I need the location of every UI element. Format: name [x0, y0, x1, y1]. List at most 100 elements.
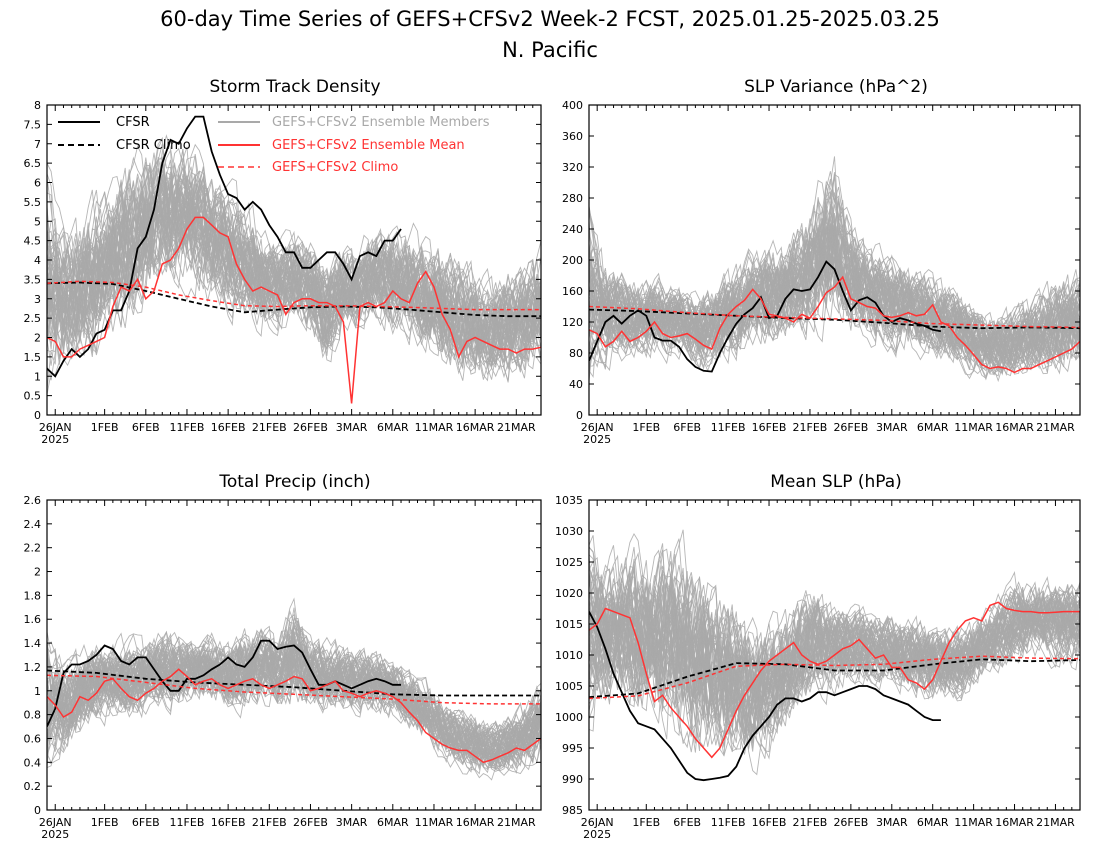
member-line	[589, 209, 1080, 374]
series-gefs-cfsv2-climo-line	[47, 280, 541, 311]
x-tick-label: 21MAR	[1036, 816, 1075, 829]
plot-body-slp-variance	[589, 156, 1080, 383]
legend-label-ens-mean: GEFS+CFSv2 Ensemble Mean	[272, 138, 465, 153]
x-tick-label: 1FEB	[632, 421, 660, 434]
y-tick-label: 6.5	[24, 157, 42, 170]
y-tick-label: 5	[34, 215, 41, 228]
plot-area-mean-slp: 985 990 995 1000 1005 1010 1015 1020 1025 1030 103…	[555, 494, 1081, 841]
legend: CFSR CFSR Climo GEFS+CFSv2 Ensemble Memb…	[58, 115, 490, 175]
series-gefs-cfsv2-climo-line	[589, 655, 1080, 700]
y-axis: 0 40 80 120 160 200 240 280 320 360 400	[562, 99, 1080, 422]
series-cfsr-line	[589, 611, 941, 782]
x-tick-label: 21FEB	[252, 421, 287, 434]
y-tick-label: 0	[34, 409, 41, 422]
member-line	[47, 143, 541, 395]
y-tick-label: 5.5	[24, 196, 42, 209]
y-tick-label: 1000	[555, 711, 583, 724]
x-tick-label: 6MAR	[377, 421, 409, 434]
y-tick-label: 0	[576, 409, 583, 422]
x-tick-label: 11MAR	[954, 421, 993, 434]
member-line	[47, 171, 541, 382]
x-tick-label: 3MAR	[336, 421, 368, 434]
x-tick-label: 26FEB	[293, 421, 328, 434]
panel-title-mean-slp: Mean SLP (hPa)	[770, 472, 902, 492]
y-tick-label: 4.5	[24, 235, 42, 248]
member-line	[47, 617, 541, 767]
x-tick-label: 26FEB	[293, 816, 328, 829]
member-line	[47, 633, 541, 769]
member-line	[589, 572, 1080, 719]
member-line	[589, 171, 1080, 355]
series-cfsr	[589, 611, 941, 782]
x-tick-label: 21FEB	[793, 816, 828, 829]
panel-title-storm-track: Storm Track Density	[209, 77, 380, 97]
member-line	[47, 643, 541, 762]
x-tick-label: 6FEB	[132, 816, 160, 829]
x-tick-label: 6MAR	[917, 816, 949, 829]
y-tick-label: 1020	[555, 587, 583, 600]
x-axis: 26JAN 1FEB 6FEB 11FEB 16FEB 21FEB 26FEB 3MAR 6MA…	[39, 105, 542, 446]
series-gefs-cfsv2-climo	[47, 280, 541, 311]
x-tick-label: 1FEB	[91, 421, 119, 434]
x-year-label: 2025	[41, 828, 69, 841]
member-line	[47, 640, 541, 771]
y-tick-label: 7.5	[24, 118, 42, 131]
x-axis: 26JAN 1FEB 6FEB 11FEB 16FEB 21FEB 26FEB 3MAR 6MA…	[39, 500, 542, 841]
y-tick-label: 3	[34, 293, 41, 306]
x-tick-label: 11FEB	[170, 816, 205, 829]
member-line	[47, 613, 541, 762]
series-gefs-cfsv2-climo	[589, 655, 1080, 700]
y-tick-label: 280	[562, 192, 583, 205]
panel-title-slp-variance: SLP Variance (hPa^2)	[744, 77, 928, 97]
y-tick-label: 2.5	[24, 312, 42, 325]
x-tick-label: 11FEB	[711, 816, 746, 829]
y-tick-label: 0.4	[24, 756, 42, 769]
y-tick-label: 360	[562, 130, 583, 143]
x-tick-label: 26FEB	[833, 421, 868, 434]
member-line	[589, 563, 1080, 717]
x-tick-label: 3MAR	[876, 421, 908, 434]
member-line	[589, 176, 1080, 366]
x-axis: 26JAN 1FEB 6FEB 11FEB 16FEB 21FEB 26FEB 3MAR 6MA…	[581, 500, 1081, 841]
series-cfsr-climo	[47, 669, 541, 697]
member-line	[47, 182, 541, 356]
series-gefs-cfsv2-climo	[589, 305, 1080, 329]
series-cfsr-climo-line	[589, 658, 1080, 699]
series-gefs-cfsv2-ensemble-mean	[589, 601, 1080, 759]
plot-body-mean-slp	[589, 529, 1080, 782]
x-tick-label: 26FEB	[833, 816, 868, 829]
x-axis: 26JAN 1FEB 6FEB 11FEB 16FEB 21FEB 26FEB 3MAR 6MA…	[581, 105, 1081, 446]
x-year-label: 2025	[41, 433, 69, 446]
y-tick-label: 1.8	[24, 589, 42, 602]
member-line	[589, 580, 1080, 740]
y-tick-label: 1	[34, 370, 41, 383]
x-tick-label: 11FEB	[711, 421, 746, 434]
y-tick-label: 2.6	[24, 494, 42, 507]
y-tick-label: 0	[34, 804, 41, 817]
series-cfsr-climo-line	[589, 308, 1080, 330]
plot-body-total-precip	[47, 597, 541, 781]
y-tick-label: 400	[562, 99, 583, 112]
legend-label-members: GEFS+CFSv2 Ensemble Members	[272, 115, 490, 130]
y-tick-label: 1030	[555, 525, 583, 538]
x-tick-label: 6FEB	[132, 421, 160, 434]
x-tick-label: 11MAR	[415, 421, 454, 434]
y-tick-label: 6	[34, 177, 41, 190]
plot-area-total-precip: 00.20.40.60.811.21.41.61.822.22.42.626JA…	[24, 494, 542, 841]
member-line	[47, 197, 541, 345]
member-line	[47, 183, 541, 344]
x-year-label: 2025	[583, 828, 611, 841]
x-tick-label: 6FEB	[673, 816, 701, 829]
member-line	[47, 144, 541, 369]
x-tick-label: 21FEB	[793, 421, 828, 434]
x-tick-label: 26JAN	[39, 421, 72, 434]
series-cfsr-climo	[589, 658, 1080, 699]
panel-mean-slp: Mean SLP (hPa) 985 990 995 1000 1005 1010 1015…	[555, 472, 1081, 841]
y-axis: 985 990 995 1000 1005 1010 1015 1020 1025 1030 103…	[555, 494, 1080, 817]
series-cfsr-line	[47, 115, 402, 378]
x-tick-label: 16FEB	[752, 816, 787, 829]
figure-subtitle: N. Pacific	[502, 38, 598, 62]
x-tick-label: 11MAR	[954, 816, 993, 829]
y-tick-label: 985	[562, 804, 583, 817]
legend-label-cfsr-climo: CFSR Climo	[116, 138, 191, 153]
